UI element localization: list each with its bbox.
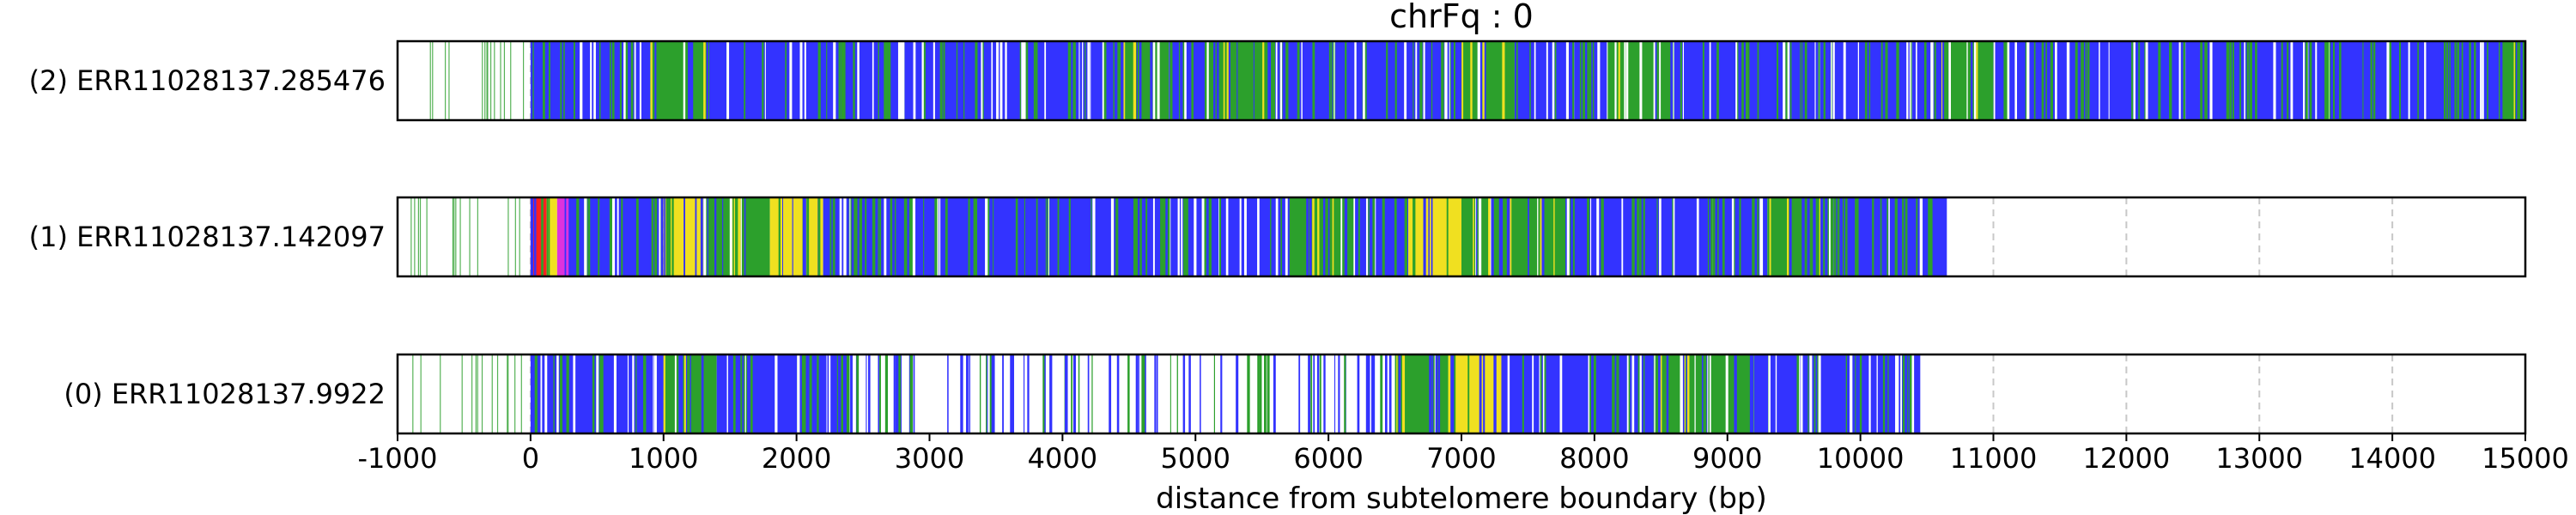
x-tick-label: 9000 xyxy=(1692,442,1762,475)
read-row: (0) ERR11028137.9922 xyxy=(64,353,2527,435)
x-tick-label: 7000 xyxy=(1426,442,1496,475)
plot-area: (2) ERR11028137.285476 (1) ERR11028137.14… xyxy=(29,39,2569,475)
x-tick-label: 0 xyxy=(522,442,539,475)
x-tick-label: 14000 xyxy=(2348,442,2436,475)
segment-yellow xyxy=(546,197,557,276)
segment-blue xyxy=(1753,354,1921,433)
segment-blue xyxy=(1501,354,1662,433)
segment-blue xyxy=(1169,41,1209,120)
segment-green xyxy=(1288,197,1356,276)
segment-yellow xyxy=(769,197,823,276)
segment-blue xyxy=(1355,197,1409,276)
x-tick-label: -1000 xyxy=(358,442,438,475)
read-label: (1) ERR11028137.142097 xyxy=(29,221,386,253)
segment-yellow xyxy=(1448,354,1502,433)
segment-green xyxy=(1461,197,1568,276)
chart-title: chrFq : 0 xyxy=(1389,0,1534,35)
segment-white xyxy=(849,354,1395,433)
x-tick-label: 8000 xyxy=(1559,442,1629,475)
read-label: (2) ERR11028137.285476 xyxy=(29,64,386,97)
x-tick-label: 3000 xyxy=(895,442,964,475)
read-row: (1) ERR11028137.142097 xyxy=(29,196,2527,278)
segment-blue xyxy=(1275,41,1461,120)
read-row: (2) ERR11028137.285476 xyxy=(29,39,2527,122)
x-tick-label: 1000 xyxy=(629,442,698,475)
x-tick-label: 10000 xyxy=(1817,442,1905,475)
segment-green xyxy=(703,197,770,276)
x-tick-label: 4000 xyxy=(1028,442,1097,475)
x-tick-label: 11000 xyxy=(1950,442,2038,475)
x-tick-label: 6000 xyxy=(1293,442,1363,475)
read-frame xyxy=(396,196,2527,278)
x-tick-label: 12000 xyxy=(2082,442,2170,475)
x-tick-label: 15000 xyxy=(2482,442,2569,475)
segment-magenta xyxy=(556,197,571,276)
segment-blue xyxy=(709,41,1116,120)
x-tick-label: 5000 xyxy=(1161,442,1230,475)
x-tick-label: 13000 xyxy=(2215,442,2303,475)
segment-blue xyxy=(716,354,850,433)
segment-yellow xyxy=(1408,197,1461,276)
x-tick-label: 2000 xyxy=(762,442,831,475)
segment-green xyxy=(650,41,710,120)
segment-green xyxy=(1461,41,1515,120)
x-axis-label: distance from subtelomere boundary (bp) xyxy=(1156,482,1767,515)
read-frame xyxy=(396,39,2527,122)
segment-blue xyxy=(1674,41,1941,120)
read-label: (0) ERR11028137.9922 xyxy=(64,378,386,410)
segment-green xyxy=(1767,197,1834,276)
